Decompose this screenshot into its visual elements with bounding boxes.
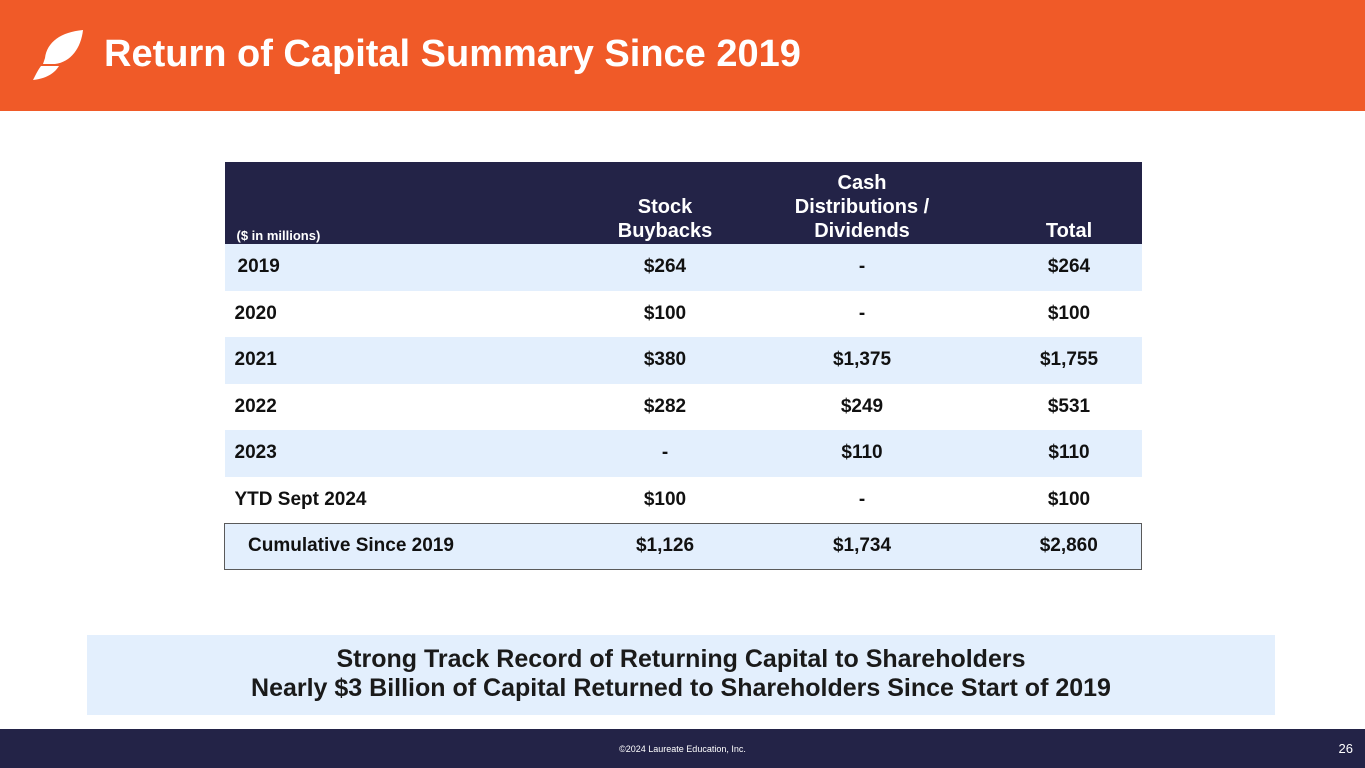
column-header-stock-buybacks: Stock Buybacks <box>617 196 713 242</box>
total-value: $531 <box>1047 395 1091 417</box>
cumulative-total: $2,860 <box>956 522 1142 570</box>
cumulative-label: Cumulative Since 2019 <box>224 522 563 570</box>
buybacks-value: - <box>661 442 669 464</box>
table-row: YTD Sept 2024 $100 - $100 <box>225 477 1142 524</box>
buybacks-value: $100 <box>643 488 687 510</box>
page-number: 26 <box>1338 741 1353 756</box>
dividends-value: - <box>858 256 866 278</box>
leaf-logo-icon <box>33 30 83 80</box>
callout-line-1: Strong Track Record of Returning Capital… <box>336 645 1026 673</box>
table-row: 2020 $100 - $100 <box>225 291 1142 338</box>
header-band: Return of Capital Summary Since 2019 <box>0 0 1365 111</box>
row-label: 2019 <box>237 256 280 278</box>
table-row: 2023 - $110 $110 <box>224 430 1142 477</box>
return-of-capital-table: ($ in millions) Stock Buybacks Cash Distri… <box>224 162 1142 570</box>
table-header-row: ($ in millions) Stock Buybacks Cash Distri… <box>224 162 1142 244</box>
footer-band: ©2024 Laureate Education, Inc. 26 <box>0 729 1365 768</box>
page-title: Return of Capital Summary Since 2019 <box>104 33 801 75</box>
cumulative-dividends: $1,734 <box>767 522 957 570</box>
buybacks-value: $100 <box>643 302 687 324</box>
row-label: YTD Sept 2024 <box>234 488 367 510</box>
total-value: $110 <box>1048 442 1090 464</box>
row-label: 2020 <box>234 302 277 324</box>
dividends-value: $249 <box>840 395 884 417</box>
dividends-value: - <box>858 488 866 510</box>
row-label: 2021 <box>234 349 277 371</box>
buybacks-value: $282 <box>643 395 687 417</box>
total-value: $100 <box>1047 488 1091 510</box>
table-row: 2022 $282 $249 $531 <box>225 384 1142 431</box>
total-value: $100 <box>1047 302 1091 324</box>
unit-label: ($ in millions) <box>236 228 321 243</box>
callout-line-2: Nearly $3 Billion of Capital Returned to… <box>251 674 1111 702</box>
row-label: 2023 <box>234 442 277 464</box>
row-label: 2022 <box>234 395 277 417</box>
cumulative-buybacks: $1,126 <box>562 522 768 570</box>
column-header-cash-distributions: Cash Distributions / Dividends <box>794 172 930 242</box>
total-value: $264 <box>1047 256 1091 278</box>
column-header-total: Total <box>1045 220 1093 242</box>
dividends-value: $110 <box>841 442 883 464</box>
table-row: 2019 $264 - $264 <box>224 244 1142 291</box>
buybacks-value: $264 <box>643 256 687 278</box>
cumulative-row: Cumulative Since 2019 $1,126 $1,734 $2,8… <box>224 522 1142 570</box>
callout-box: Strong Track Record of Returning Capital… <box>87 635 1275 715</box>
table-row: 2021 $380 $1,375 $1,755 <box>224 337 1142 384</box>
dividends-value: - <box>858 302 866 324</box>
copyright-text: ©2024 Laureate Education, Inc. <box>619 744 746 754</box>
total-value: $1,755 <box>1039 349 1099 371</box>
dividends-value: $1,375 <box>832 349 892 371</box>
buybacks-value: $380 <box>643 349 687 371</box>
